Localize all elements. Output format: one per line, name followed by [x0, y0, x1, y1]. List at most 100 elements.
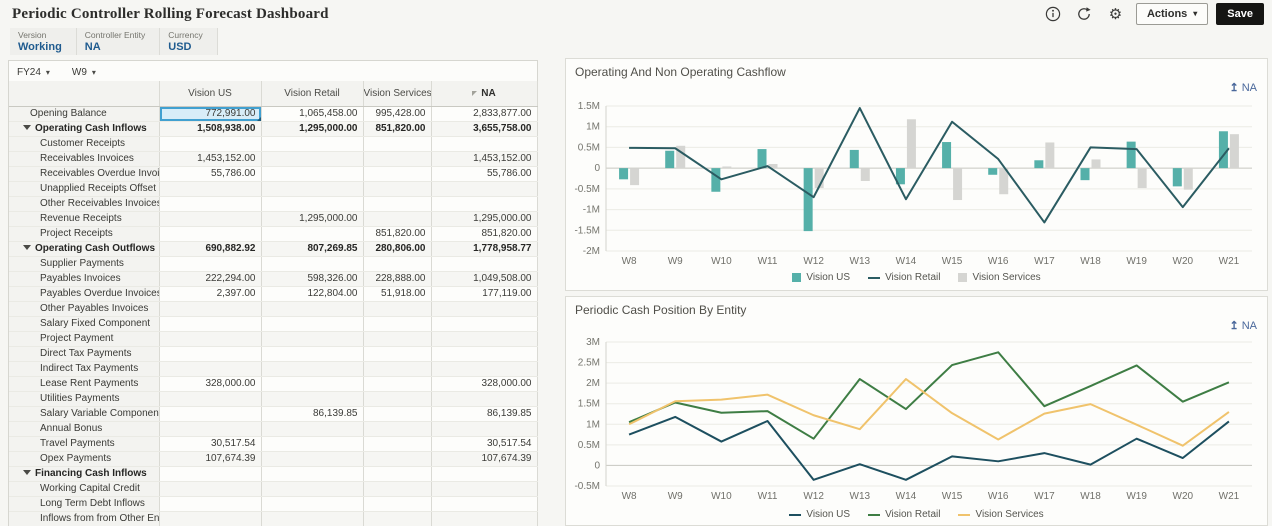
- grid-cell[interactable]: 30,517.54: [159, 436, 262, 452]
- grid-cell[interactable]: [261, 226, 364, 242]
- grid-cell[interactable]: [261, 496, 364, 512]
- row-header[interactable]: Operating Cash Inflows: [9, 121, 160, 137]
- grid-cell[interactable]: 598,326.00: [261, 271, 364, 287]
- grid-cell[interactable]: [261, 136, 364, 152]
- grid-cell[interactable]: [363, 406, 432, 422]
- row-header[interactable]: Payables Invoices: [9, 271, 160, 287]
- row-header[interactable]: Utilities Payments: [9, 391, 160, 407]
- grid-cell[interactable]: [363, 166, 432, 182]
- grid-cell[interactable]: [363, 181, 432, 197]
- row-header[interactable]: Operating Cash Outflows: [9, 241, 160, 257]
- grid-cell[interactable]: [261, 361, 364, 377]
- grid-cell[interactable]: [363, 196, 432, 212]
- row-header[interactable]: Receivables Invoices: [9, 151, 160, 167]
- grid-cell[interactable]: [363, 211, 432, 227]
- grid-cell[interactable]: [431, 421, 538, 437]
- grid-cell[interactable]: [261, 466, 364, 482]
- grid-cell[interactable]: [159, 496, 262, 512]
- grid-cell[interactable]: [261, 196, 364, 212]
- grid-cell[interactable]: [261, 151, 364, 167]
- grid-cell[interactable]: 222,294.00: [159, 271, 262, 287]
- row-header[interactable]: Unapplied Receipts Offset: [9, 181, 160, 197]
- grid-cell[interactable]: 2,397.00: [159, 286, 262, 302]
- grid-cell[interactable]: 177,119.00: [431, 286, 538, 302]
- grid-cell[interactable]: [261, 391, 364, 407]
- grid-cell[interactable]: 328,000.00: [431, 376, 538, 392]
- column-header-vision-retail[interactable]: Vision Retail: [261, 81, 364, 107]
- row-header[interactable]: Indirect Tax Payments: [9, 361, 160, 377]
- grid-cell[interactable]: [159, 406, 262, 422]
- grid-cell[interactable]: [159, 361, 262, 377]
- grid-cell[interactable]: 55,786.00: [159, 166, 262, 182]
- save-button[interactable]: Save: [1216, 3, 1264, 25]
- grid-cell[interactable]: [159, 511, 262, 526]
- grid-cell[interactable]: 228,888.00: [363, 271, 432, 287]
- grid-cell[interactable]: [363, 346, 432, 362]
- row-header[interactable]: Travel Payments: [9, 436, 160, 452]
- pov-item-version[interactable]: Version Working: [10, 28, 77, 55]
- row-header[interactable]: Project Payment: [9, 331, 160, 347]
- chart-context-link[interactable]: ↥ NA: [1230, 81, 1258, 95]
- grid-cell[interactable]: [363, 436, 432, 452]
- grid-cell[interactable]: [261, 421, 364, 437]
- collapse-triangle-icon[interactable]: [23, 470, 31, 475]
- grid-cell[interactable]: [261, 436, 364, 452]
- grid-cell[interactable]: 280,806.00: [363, 241, 432, 257]
- grid-cell[interactable]: [159, 196, 262, 212]
- legend-item-vision-services[interactable]: Vision Services: [958, 509, 1044, 520]
- collapse-triangle-icon[interactable]: [23, 245, 31, 250]
- grid-cell[interactable]: [431, 466, 538, 482]
- grid-cell[interactable]: [159, 331, 262, 347]
- row-header[interactable]: Other Receivables Invoices: [9, 196, 160, 212]
- row-header[interactable]: Receivables Overdue Invoices: [9, 166, 160, 182]
- row-header[interactable]: Opex Payments: [9, 451, 160, 467]
- grid-cell[interactable]: 107,674.39: [159, 451, 262, 467]
- grid-cell[interactable]: [363, 136, 432, 152]
- grid-cell[interactable]: [431, 316, 538, 332]
- grid-cell[interactable]: 55,786.00: [431, 166, 538, 182]
- chart-context-link[interactable]: ↥ NA: [1230, 319, 1258, 333]
- grid-cell[interactable]: [431, 481, 538, 497]
- grid-cell[interactable]: 1,295,000.00: [261, 211, 364, 227]
- grid-cell[interactable]: [363, 361, 432, 377]
- grid-cell[interactable]: [431, 496, 538, 512]
- grid-cell[interactable]: 2,833,877.00: [431, 106, 538, 122]
- grid-cell[interactable]: 1,065,458.00: [261, 106, 364, 122]
- grid-cell[interactable]: [363, 466, 432, 482]
- grid-cell[interactable]: [431, 256, 538, 272]
- grid-cell[interactable]: [159, 136, 262, 152]
- row-header[interactable]: Direct Tax Payments: [9, 346, 160, 362]
- year-dropdown[interactable]: FY24 ▾: [17, 67, 50, 78]
- grid-cell[interactable]: [159, 256, 262, 272]
- column-header-na[interactable]: NA: [431, 81, 538, 107]
- grid-cell[interactable]: [363, 511, 432, 526]
- gear-icon[interactable]: ⚙: [1108, 5, 1123, 23]
- row-header[interactable]: Financing Cash Inflows: [9, 466, 160, 482]
- week-dropdown[interactable]: W9 ▾: [72, 67, 96, 78]
- grid-cell[interactable]: [363, 451, 432, 467]
- legend-item-vision-retail[interactable]: Vision Retail: [868, 509, 940, 520]
- row-header[interactable]: Annual Bonus: [9, 421, 160, 437]
- grid-cell[interactable]: [261, 376, 364, 392]
- grid-cell[interactable]: [363, 376, 432, 392]
- row-header[interactable]: Lease Rent Payments: [9, 376, 160, 392]
- grid-cell[interactable]: [261, 316, 364, 332]
- legend-item-vision-retail[interactable]: Vision Retail: [868, 272, 940, 283]
- grid-cell[interactable]: 328,000.00: [159, 376, 262, 392]
- grid-cell[interactable]: [159, 301, 262, 317]
- row-header[interactable]: Revenue Receipts: [9, 211, 160, 227]
- grid-cell[interactable]: [363, 391, 432, 407]
- grid-cell[interactable]: [431, 301, 538, 317]
- pov-item-currency[interactable]: Currency USD: [160, 28, 218, 55]
- row-header[interactable]: Other Payables Invoices: [9, 301, 160, 317]
- grid-cell[interactable]: 1,049,508.00: [431, 271, 538, 287]
- info-icon[interactable]: [1045, 6, 1062, 23]
- actions-button[interactable]: Actions ▾: [1135, 3, 1209, 25]
- pov-item-controller-entity[interactable]: Controller Entity NA: [77, 28, 161, 55]
- grid-cell[interactable]: [261, 331, 364, 347]
- grid-cell[interactable]: [159, 211, 262, 227]
- grid-cell[interactable]: [431, 331, 538, 347]
- grid-cell[interactable]: [261, 256, 364, 272]
- row-header[interactable]: Customer Receipts: [9, 136, 160, 152]
- collapse-triangle-icon[interactable]: [23, 125, 31, 130]
